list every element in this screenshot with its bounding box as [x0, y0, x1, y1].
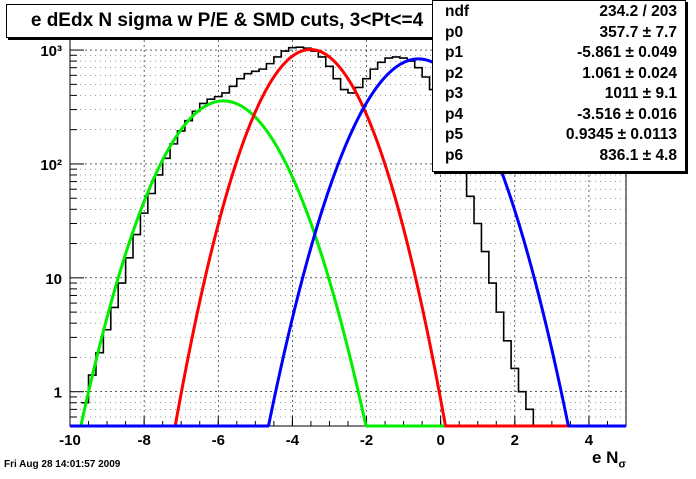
- x-tick-label: -4: [286, 432, 300, 449]
- x-axis-label: e Nσ: [592, 448, 626, 470]
- stat-value: 1011 ± 9.1: [604, 85, 677, 102]
- x-tick-label: -8: [137, 432, 150, 449]
- x-tick-label: 2: [511, 432, 519, 449]
- x-tick-label: -6: [212, 432, 225, 449]
- stat-name: p0: [445, 23, 464, 41]
- y-tick-label: 10³: [40, 43, 62, 60]
- stat-value: 836.1 ± 4.8: [599, 146, 677, 164]
- stat-value: 234.2 / 203: [599, 3, 677, 20]
- stat-value: -5.861 ± 0.049: [577, 44, 677, 61]
- stat-value: 357.7 ± 7.7: [599, 23, 677, 41]
- stat-row-p2: p2 1.061 ± 0.024: [433, 65, 685, 85]
- stat-row-p6: p6 836.1 ± 4.8: [433, 147, 685, 167]
- x-axis-label-main: e N: [592, 448, 619, 467]
- footer-timestamp: Fri Aug 28 14:01:57 2009: [4, 459, 121, 470]
- stat-row-p4: p4 -3.516 ± 0.016: [433, 106, 685, 126]
- x-tick-label: 0: [436, 432, 444, 449]
- y-tick-label: 10²: [40, 157, 62, 174]
- stat-name: p6: [445, 146, 464, 164]
- x-tick-label: -2: [360, 432, 373, 449]
- stat-name: p2: [445, 64, 464, 82]
- y-tick-label: 1: [54, 385, 62, 402]
- stats-box: ndf 234.2 / 203 p0 357.7 ± 7.7 p1 -5.861 ± 0.…: [432, 0, 686, 172]
- stat-row-p5: p5 0.9345 ± 0.0113: [433, 126, 685, 146]
- stat-row-p3: p3 1011 ± 9.1: [433, 85, 685, 105]
- chart-title: e dEdx N sigma w P/E & SMD cuts, 3<Pt<=4: [6, 4, 448, 38]
- stat-row-ndf: ndf 234.2 / 203: [433, 3, 685, 23]
- stat-value: -3.516 ± 0.016: [577, 105, 677, 123]
- stat-row-p1: p1 -5.861 ± 0.049: [433, 44, 685, 64]
- stat-name: p5: [445, 126, 464, 143]
- x-axis-label-sub: σ: [618, 458, 626, 471]
- stat-name: p1: [445, 44, 464, 61]
- stat-name: p3: [445, 85, 464, 102]
- y-tick-label: 10: [45, 271, 62, 288]
- stat-value: 1.061 ± 0.024: [582, 64, 677, 82]
- stat-row-p0: p0 357.7 ± 7.7: [433, 24, 685, 44]
- stat-value: 0.9345 ± 0.0113: [565, 126, 677, 143]
- stat-name: p4: [445, 105, 464, 123]
- fit-curve-2: [70, 57, 626, 428]
- x-tick-label: 4: [585, 432, 594, 449]
- stat-name: ndf: [445, 3, 470, 20]
- x-tick-label: -10: [59, 432, 81, 449]
